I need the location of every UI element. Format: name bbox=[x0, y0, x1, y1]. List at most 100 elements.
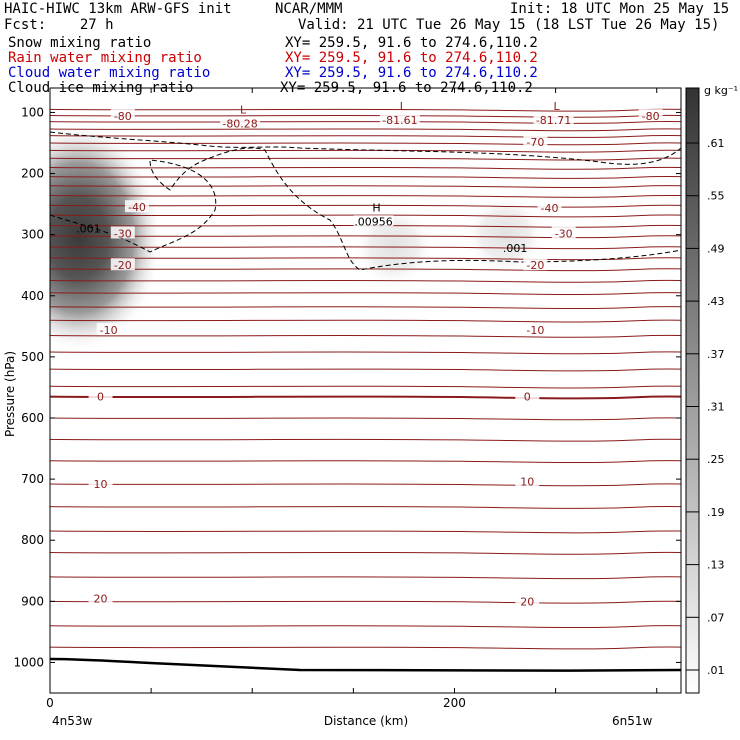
isotherm-35 bbox=[50, 576, 681, 580]
colorbar-tick-label-5: .31 bbox=[707, 401, 725, 414]
isotherm-21 bbox=[50, 306, 681, 310]
extremum-bg-1 bbox=[379, 113, 420, 125]
field-rain-name: Rain water mixing ratio bbox=[8, 50, 202, 66]
x-tick-label-200: 200 bbox=[443, 696, 466, 710]
isotherm-23 bbox=[50, 334, 681, 338]
isotherm-label-12: 0 bbox=[524, 391, 531, 404]
isotherm-label-2: -70 bbox=[526, 136, 544, 149]
isotherm-36 bbox=[50, 600, 681, 604]
plot-frame bbox=[49, 87, 682, 694]
isotherm-27 bbox=[50, 395, 681, 400]
isotherm-label-14: 10 bbox=[520, 476, 534, 489]
colorbar-tick-label-8: .49 bbox=[707, 242, 725, 255]
isotherm-label-bg-0 bbox=[110, 109, 135, 122]
extremum-value-3: .00956 bbox=[354, 215, 393, 228]
isotherm-label-bg-13 bbox=[88, 477, 113, 489]
isotherm-12 bbox=[50, 204, 681, 208]
plot-area bbox=[50, 108, 681, 672]
isotherm-label-bg-5 bbox=[110, 226, 135, 239]
x-end-label: 6n51w bbox=[612, 714, 653, 728]
isotherm-33 bbox=[50, 530, 681, 534]
colorbar-tick-label-0: .01 bbox=[707, 664, 725, 677]
field-snow-xy: XY= 259.5, 91.6 to 274.6,110.2 bbox=[285, 35, 538, 51]
isotherm-17 bbox=[50, 257, 681, 261]
y-axis-label: Pressure (hPa) bbox=[3, 351, 17, 437]
isotherm-label-bg-4 bbox=[537, 200, 562, 213]
colorbar-tick-label-9: .55 bbox=[707, 190, 725, 203]
isotherm-13 bbox=[50, 214, 681, 218]
isotherm-31 bbox=[50, 483, 681, 487]
isotherm-label-bg-6 bbox=[551, 226, 576, 239]
contour-labels: -80 -80 -70 -40 -40 -30 -30 -20 -20 -10 -10 0 0 10 10 2… bbox=[76, 100, 663, 608]
y-tick-label-800: 800 bbox=[21, 533, 44, 547]
colorbar-ticks: .01 .07 .13 .19 .25 .31 .37 .43 .49 .55 .61 bbox=[686, 137, 725, 677]
isotherm-34 bbox=[50, 551, 681, 555]
isotherm-label-bg-2 bbox=[523, 134, 548, 147]
shading-max-0 bbox=[50, 122, 164, 353]
isotherm-label-bg-11 bbox=[88, 389, 113, 402]
y-tick-label-400: 400 bbox=[21, 289, 44, 303]
extremum-kind-3: H bbox=[372, 201, 380, 214]
field-cloudwater-name: Cloud water mixing ratio bbox=[8, 65, 211, 81]
y-tick-label-100: 100 bbox=[21, 105, 44, 119]
extremum-value-2: -81.71 bbox=[536, 114, 571, 127]
isotherm-label-6: -30 bbox=[555, 227, 573, 240]
isotherm-22 bbox=[50, 319, 681, 323]
extremum-kind-0: L bbox=[240, 104, 247, 117]
extremum-value-0: -80.28 bbox=[222, 118, 257, 131]
isotherm-1 bbox=[50, 114, 681, 118]
isotherm-28 bbox=[50, 417, 681, 421]
y-tick-label-300: 300 bbox=[21, 228, 44, 242]
isotherm-label-bg-10 bbox=[523, 323, 548, 335]
isotherm-30 bbox=[50, 460, 681, 464]
isotherm-label-5: -30 bbox=[114, 227, 132, 240]
isotherm-2 bbox=[50, 120, 681, 124]
y-tick-label-600: 600 bbox=[21, 411, 44, 425]
isotherm-26 bbox=[50, 385, 681, 389]
extremum-bg-0 bbox=[220, 117, 261, 129]
isotherm-label-3: -40 bbox=[128, 201, 146, 214]
isotherm-label-bg-14 bbox=[515, 474, 540, 487]
y-tick-label-700: 700 bbox=[21, 472, 44, 486]
isotherm-label-bg-3 bbox=[124, 200, 149, 213]
isotherm-label-4: -40 bbox=[541, 202, 559, 215]
field-snow-name: Snow mixing ratio bbox=[8, 35, 152, 51]
isotherm-8 bbox=[50, 166, 681, 170]
isotherm-label-13: 10 bbox=[94, 478, 108, 491]
colorbar-tick-label-1: .07 bbox=[707, 611, 725, 624]
isotherm-label-8: -20 bbox=[526, 259, 544, 272]
isotherm-9 bbox=[50, 175, 681, 179]
isotherm-16 bbox=[50, 246, 681, 250]
colorbar-tick-label-3: .19 bbox=[707, 506, 725, 519]
colorbar-tick-label-10: .61 bbox=[707, 137, 725, 150]
shading-max-1 bbox=[465, 194, 546, 275]
y-tick-label-200: 200 bbox=[21, 167, 44, 181]
colorbar-tick-label-2: .13 bbox=[707, 559, 725, 572]
isotherm-5 bbox=[50, 142, 681, 146]
isotherm-37 bbox=[50, 625, 681, 629]
extremum-kind-2: L bbox=[553, 100, 560, 113]
isotherm-label-0: -80 bbox=[114, 110, 132, 123]
isotherm-label-bg-16 bbox=[515, 594, 540, 607]
cloud-contour-label-1: .001 bbox=[503, 242, 528, 255]
temperature-contours bbox=[50, 108, 681, 650]
extremum-bg-2 bbox=[533, 113, 574, 125]
init-time: Init: 18 UTC Mon 25 May 15 bbox=[510, 1, 730, 17]
isotherm-label-7: -20 bbox=[114, 259, 132, 272]
isotherm-label-bg-8 bbox=[523, 258, 548, 271]
isotherm-32 bbox=[50, 505, 681, 509]
isotherm-15 bbox=[50, 235, 681, 239]
isotherm-label-bg-12 bbox=[515, 389, 540, 402]
mixing-ratio-shading bbox=[50, 122, 546, 353]
isotherm-14 bbox=[50, 224, 681, 228]
extremum-value-1: -81.61 bbox=[382, 114, 417, 127]
isotherm-29 bbox=[50, 438, 681, 442]
isotherm-label-bg-1 bbox=[638, 109, 663, 122]
valid-time: Valid: 21 UTC Tue 26 May 15 (18 LST Tue … bbox=[298, 17, 720, 33]
extremum-kind-1: L bbox=[400, 100, 407, 113]
isotherm-38 bbox=[50, 646, 681, 650]
y-tick-label-500: 500 bbox=[21, 350, 44, 364]
isotherm-19 bbox=[50, 279, 681, 283]
colorbar-tick-label-4: .25 bbox=[707, 453, 725, 466]
